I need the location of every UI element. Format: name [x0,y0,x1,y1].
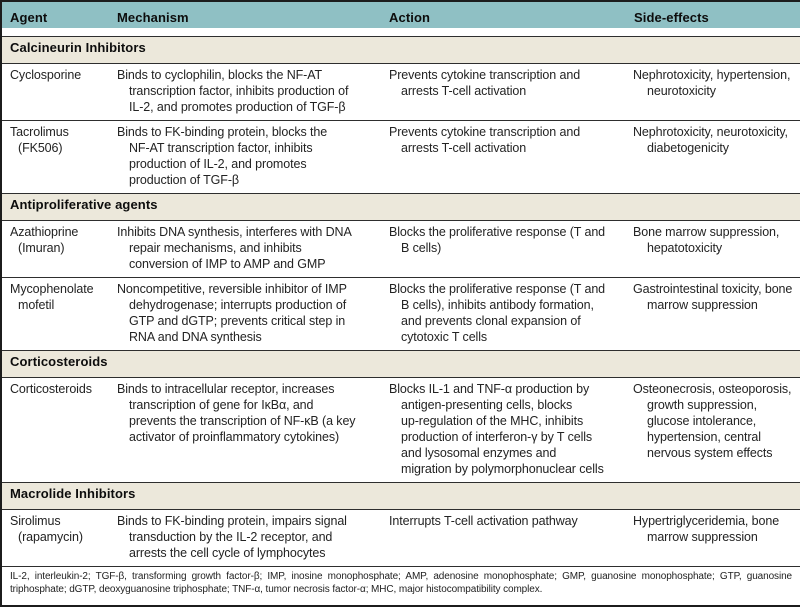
table-row-mycophenolate-mofetil: Mycophenolate mofetil Noncompetitive, re… [1,277,800,351]
column-header-action: Action [383,1,628,37]
mechanism-cell: Binds to intracellular receptor, increas… [111,377,383,483]
section-title: Calcineurin Inhibitors [1,36,800,64]
table-row-cyclosporine: Cyclosporine Binds to cyclophilin, block… [1,63,800,121]
agent-cell: Cyclosporine [1,63,111,121]
side-effects-cell: Gastrointestinal toxicity, bone marrow s… [628,277,800,351]
mechanism-cell: Noncompetitive, reversible inhibitor of … [111,277,383,351]
side-effects-cell: Bone marrow suppression, hepatotoxicity [628,220,800,278]
section-title: Macrolide Inhibitors [1,482,800,510]
action-cell: Blocks the proliferative response (T and… [383,277,628,351]
action-cell: Prevents cytokine transcription and arre… [383,120,628,194]
side-effects-cell: Nephrotoxicity, hypertension, neurotoxic… [628,63,800,121]
column-header-side-effects: Side-effects [628,1,800,37]
column-header-row: Agent Mechanism Action Side-effects [1,1,800,37]
table-row-tacrolimus: Tacrolimus (FK506) Binds to FK-binding p… [1,120,800,194]
agent-cell: Sirolimus (rapamycin) [1,509,111,567]
agent-cell: Tacrolimus (FK506) [1,120,111,194]
column-header-agent: Agent [1,1,111,37]
abbreviations-footnote: IL-2, interleukin-2; TGF-β, transforming… [1,566,800,606]
footnote-row: IL-2, interleukin-2; TGF-β, transforming… [1,566,800,606]
section-header-antiproliferative-agents: Antiproliferative agents [1,193,800,221]
agent-cell: Azathioprine (Imuran) [1,220,111,278]
action-cell: Interrupts T-cell activation pathway [383,509,628,567]
column-header-mechanism: Mechanism [111,1,383,37]
agent-cell: Corticosteroids [1,377,111,483]
mechanism-cell: Binds to FK-binding protein, impairs sig… [111,509,383,567]
section-title: Antiproliferative agents [1,193,800,221]
mechanism-cell: Binds to cyclophilin, blocks the NF-AT t… [111,63,383,121]
section-header-calcineurin-inhibitors: Calcineurin Inhibitors [1,36,800,64]
table-row-sirolimus: Sirolimus (rapamycin) Binds to FK-bindin… [1,509,800,567]
action-cell: Blocks IL-1 and TNF-α production by anti… [383,377,628,483]
table-row-azathioprine: Azathioprine (Imuran) Inhibits DNA synth… [1,220,800,278]
action-cell: Blocks the proliferative response (T and… [383,220,628,278]
section-title: Corticosteroids [1,350,800,378]
mechanism-cell: Inhibits DNA synthesis, interferes with … [111,220,383,278]
table-row-corticosteroids: Corticosteroids Binds to intracellular r… [1,377,800,483]
agent-cell: Mycophenolate mofetil [1,277,111,351]
action-cell: Prevents cytokine transcription and arre… [383,63,628,121]
side-effects-cell: Nephrotoxicity, neurotoxicity, diabetoge… [628,120,800,194]
section-header-corticosteroids: Corticosteroids [1,350,800,378]
side-effects-cell: Osteonecrosis, osteoporosis, growth supp… [628,377,800,483]
section-header-macrolide-inhibitors: Macrolide Inhibitors [1,482,800,510]
mechanism-cell: Binds to FK-binding protein, blocks the … [111,120,383,194]
side-effects-cell: Hypertriglyceridemia, bone marrow suppre… [628,509,800,567]
